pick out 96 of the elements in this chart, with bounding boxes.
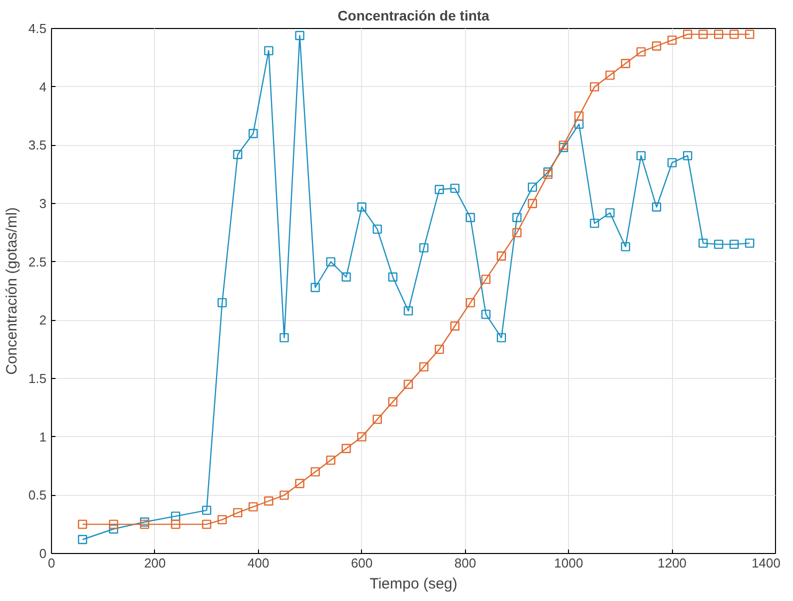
x-axis-title: Tiempo (seg) <box>370 576 458 592</box>
y-axis-title: Concentración (gotas/ml) <box>3 207 20 375</box>
point <box>372 414 382 424</box>
x-tick-label: 400 <box>248 556 270 570</box>
point <box>590 82 600 92</box>
y-tick-label: 2.5 <box>28 254 47 270</box>
point <box>466 298 475 308</box>
y-tick-label: 1.5 <box>28 371 47 386</box>
y-tick-label: 3.5 <box>28 138 47 153</box>
x-tick-label: 1200 <box>658 556 687 570</box>
point <box>512 212 522 222</box>
point <box>698 30 708 39</box>
point <box>372 224 382 234</box>
y-tick-label: 4 <box>39 79 47 94</box>
point <box>605 70 615 80</box>
point <box>590 218 600 228</box>
point <box>714 30 724 39</box>
point <box>434 344 444 354</box>
point <box>248 128 258 138</box>
point <box>357 202 366 212</box>
y-tick-label: 0.5 <box>28 488 47 503</box>
point <box>512 228 522 238</box>
x-tick-label: 800 <box>454 556 476 570</box>
point <box>466 212 475 222</box>
point <box>496 251 506 261</box>
point <box>326 456 336 465</box>
point <box>404 306 413 316</box>
point <box>450 184 460 193</box>
point <box>419 362 428 372</box>
point <box>310 467 320 476</box>
x-tick-label: 600 <box>350 556 373 570</box>
point <box>280 333 289 342</box>
point <box>218 515 227 524</box>
point <box>574 111 584 121</box>
point <box>636 151 646 160</box>
point <box>528 182 538 192</box>
y-tick-label: 1 <box>39 429 47 444</box>
y-tick-label: 3 <box>39 196 47 211</box>
y-tick-label: 4.5 <box>28 21 47 36</box>
point <box>264 496 274 506</box>
point <box>652 41 662 51</box>
point <box>342 444 351 454</box>
point <box>295 30 304 40</box>
point <box>280 490 289 500</box>
point <box>419 243 428 252</box>
point <box>108 520 118 529</box>
point <box>714 240 724 249</box>
point <box>450 321 460 331</box>
point <box>295 478 304 488</box>
point <box>202 520 212 529</box>
point <box>558 140 568 150</box>
y-tick-label: 2 <box>39 312 47 328</box>
point <box>248 502 258 512</box>
point <box>496 333 506 342</box>
point <box>108 524 118 534</box>
point <box>342 272 351 282</box>
point <box>78 520 88 529</box>
point <box>605 208 615 218</box>
point <box>326 257 336 266</box>
chart-title: Concentración de tinta <box>338 8 490 24</box>
point <box>140 520 150 529</box>
point <box>652 202 662 212</box>
point <box>404 380 413 389</box>
point <box>730 30 739 39</box>
point <box>481 310 490 319</box>
point <box>682 30 692 39</box>
point <box>481 274 490 284</box>
point <box>528 198 538 208</box>
point <box>620 242 630 252</box>
point <box>745 238 754 248</box>
point <box>667 36 677 45</box>
point <box>636 47 646 56</box>
point <box>310 282 320 292</box>
point <box>620 58 630 68</box>
x-tick-label: 200 <box>144 556 166 570</box>
point <box>434 184 444 194</box>
point <box>388 397 398 406</box>
point <box>574 120 584 129</box>
point <box>543 170 553 179</box>
point <box>264 46 274 56</box>
point <box>171 520 180 529</box>
point <box>698 238 708 248</box>
point <box>745 30 754 39</box>
point <box>667 158 677 168</box>
point <box>357 432 366 442</box>
x-tick-label: 1400 <box>752 556 780 570</box>
point <box>218 298 227 308</box>
point <box>682 151 692 160</box>
point <box>202 506 212 515</box>
y-tick-label: 0 <box>39 546 47 561</box>
point <box>730 240 739 249</box>
x-tick-label: 1000 <box>554 556 584 570</box>
point <box>388 272 398 282</box>
point <box>233 150 242 160</box>
point <box>233 508 242 518</box>
point <box>78 534 88 544</box>
